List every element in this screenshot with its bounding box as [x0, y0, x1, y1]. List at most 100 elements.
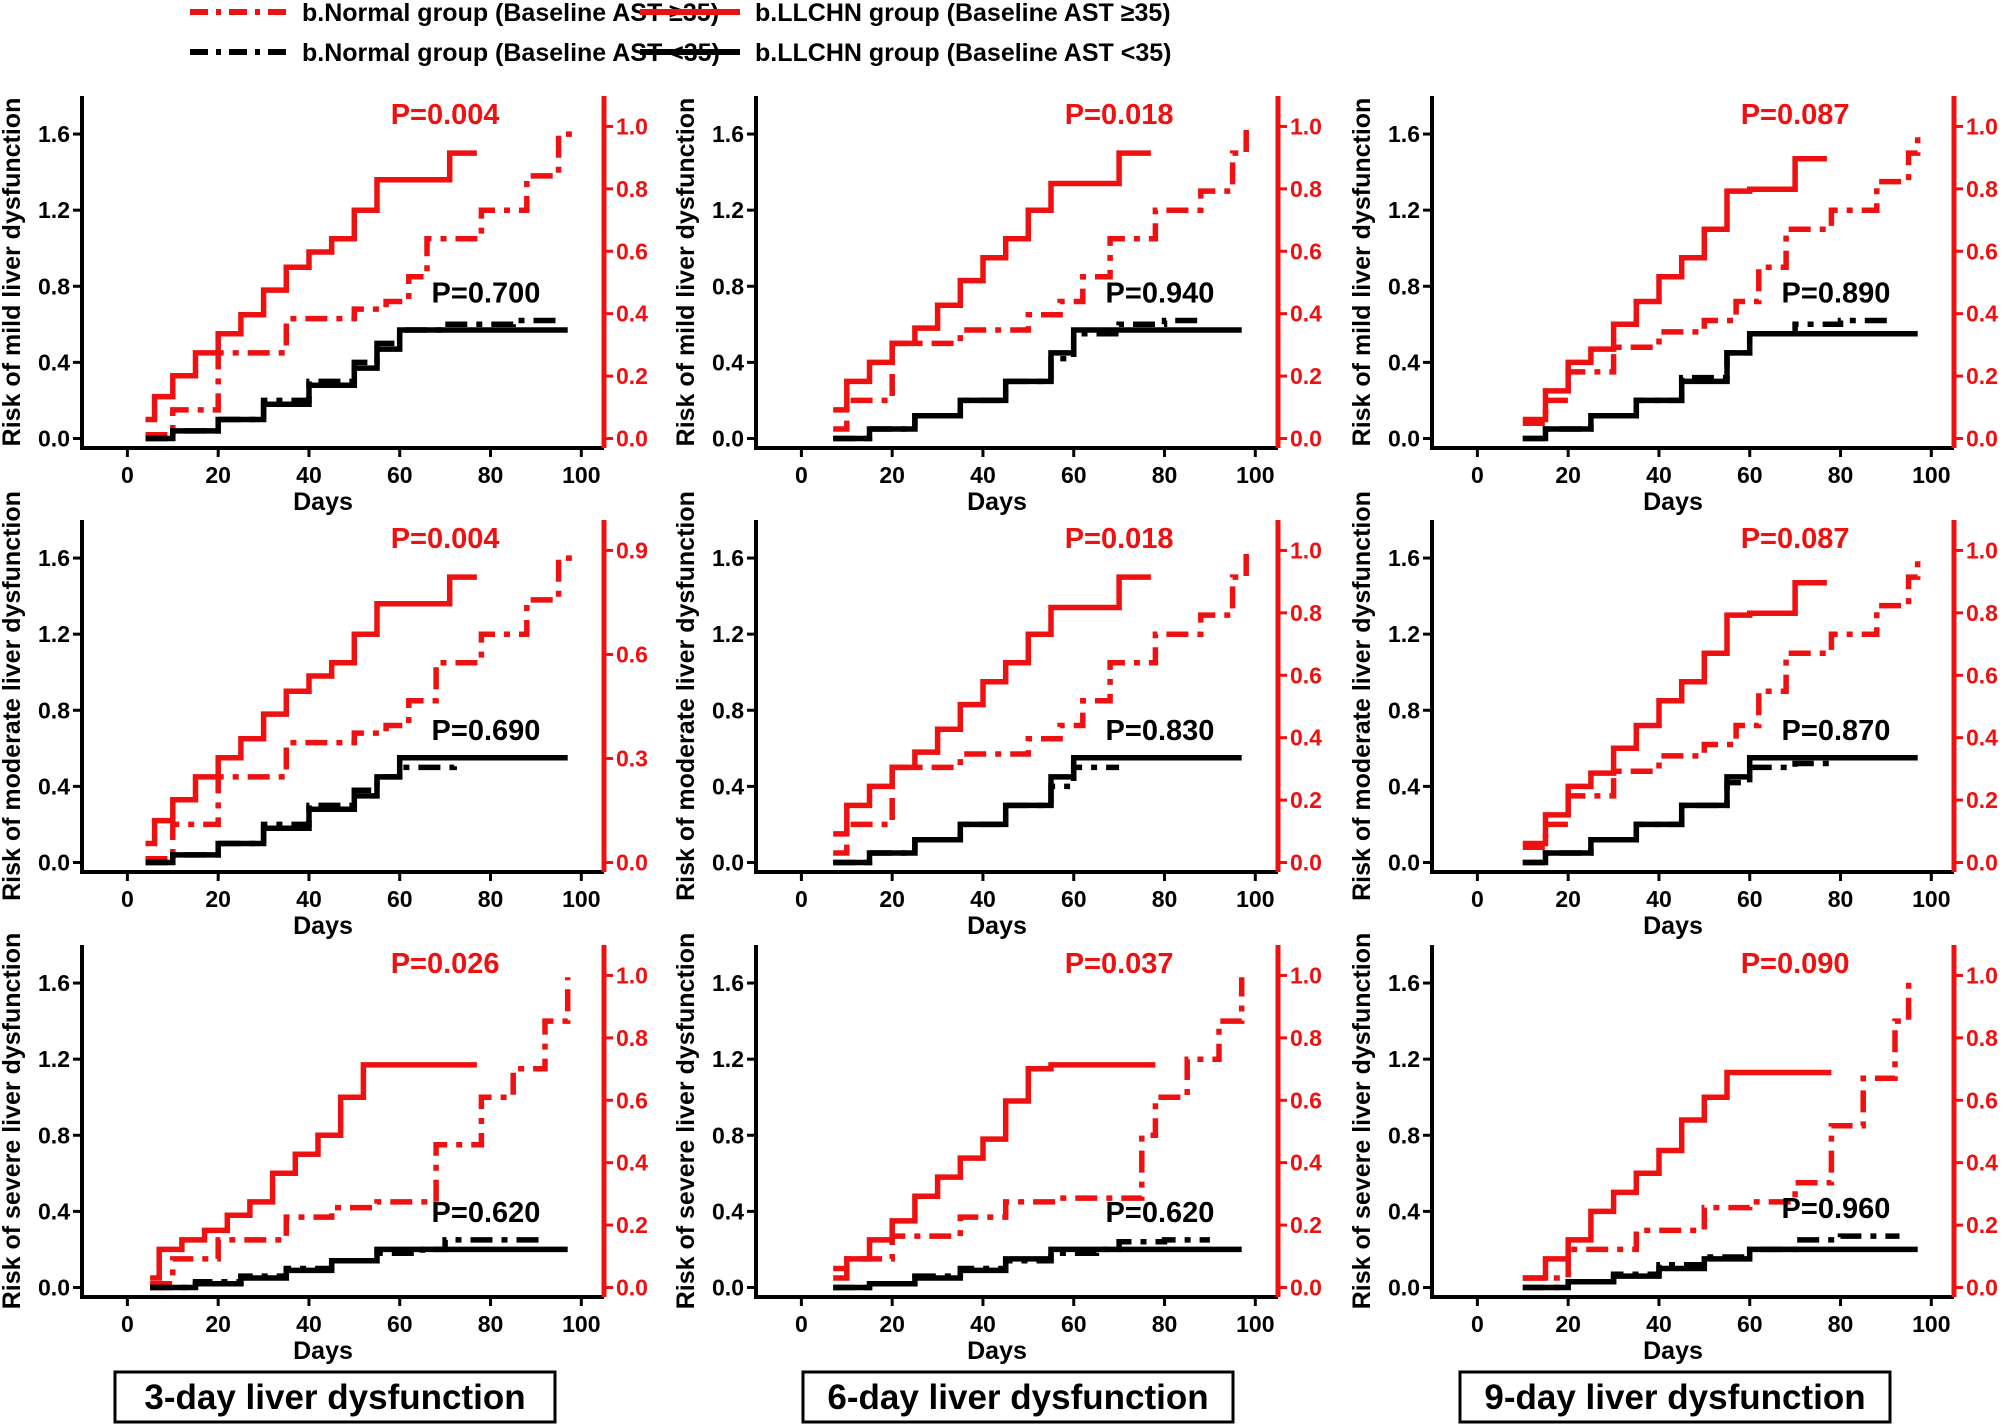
series-line: [833, 574, 1151, 837]
x-axis-title: Days: [967, 1337, 1027, 1365]
x-tick-label: 100: [562, 462, 600, 488]
p-value-high: P=0.037: [1065, 948, 1174, 980]
y2-tick-label: 0.2: [1290, 363, 1322, 389]
chart-panel: 0.0 0.4 0.8 1.2 1.6 0 20 40 60 80 100 0.0 0.2 0.4 0.6 0…: [1348, 96, 1998, 516]
x-tick-label: 100: [1236, 886, 1274, 912]
y-axis-title: Risk of moderate liver dysfunction: [1348, 491, 1376, 901]
x-tick-label: 40: [970, 1311, 996, 1337]
caption: 9-day liver dysfunction: [1458, 1370, 1892, 1424]
caption-box: [113, 1370, 557, 1424]
series-line: [833, 755, 1242, 866]
y2-tick-label: 1.0: [1966, 537, 1998, 563]
y2-tick-label: 0.4: [1966, 725, 1998, 751]
y-tick-label: 0.8: [38, 273, 70, 299]
y-tick-label: 1.2: [712, 197, 744, 223]
y2-tick-label: 0.0: [616, 1274, 648, 1300]
p-value-high: P=0.087: [1741, 99, 1850, 131]
y-tick-label: 0.8: [1388, 1122, 1420, 1148]
chart-panel: 0.0 0.4 0.8 1.2 1.6 0 20 40 60 80 100 0.0 0.2 0.4 0.6 0…: [672, 491, 1322, 940]
x-tick-label: 80: [1152, 462, 1178, 488]
y2-tick-label: 0.2: [1966, 1212, 1998, 1238]
x-tick-label: 0: [1471, 462, 1484, 488]
p-value-high: P=0.004: [391, 523, 500, 555]
y-tick-label: 1.6: [712, 970, 744, 996]
y2-tick-label: 0.4: [1966, 301, 1998, 327]
y2-tick-label: 0.2: [616, 1212, 648, 1238]
x-tick-label: 40: [1646, 886, 1672, 912]
y2-tick-label: 1.0: [1966, 962, 1998, 988]
series-line: [833, 1246, 1242, 1291]
y2-tick-label: 0.8: [616, 176, 648, 202]
p-value-low: P=0.830: [1106, 715, 1215, 747]
y-tick-label: 0.4: [712, 349, 744, 375]
chart-panel: 0.0 0.4 0.8 1.2 1.6 0 20 40 60 80 100 0.0 0.2 0.4 0.6 0…: [1348, 933, 1998, 1365]
y2-tick-label: 1.0: [1290, 537, 1322, 563]
caption-text: 3-day liver dysfunction: [144, 1378, 525, 1417]
p-value-high: P=0.018: [1065, 99, 1174, 131]
y2-tick-label: 1.0: [1290, 962, 1322, 988]
y2-tick-label: 0.8: [1290, 1025, 1322, 1051]
y-tick-label: 0.4: [38, 773, 70, 799]
y2-tick-label: 0.6: [616, 1087, 648, 1113]
y-tick-label: 0.4: [38, 1198, 70, 1224]
p-value-high: P=0.090: [1741, 948, 1850, 980]
x-tick-label: 60: [1737, 1311, 1763, 1337]
chart-panel: 0.0 0.4 0.8 1.2 1.6 0 20 40 60 80 100 0.0 0.2 0.4 0.6 0…: [0, 933, 648, 1365]
x-tick-label: 0: [795, 886, 808, 912]
y-axis-title: Risk of moderate liver dysfunction: [672, 491, 700, 901]
x-tick-label: 100: [1236, 462, 1274, 488]
y2-tick-label: 0.4: [616, 301, 648, 327]
y-tick-label: 0.8: [38, 1122, 70, 1148]
y-tick-label: 0.0: [712, 1274, 744, 1300]
y-tick-label: 1.2: [38, 1046, 70, 1072]
y2-tick-label: 0.4: [1966, 1150, 1998, 1176]
x-tick-label: 60: [1061, 1311, 1087, 1337]
x-tick-label: 20: [205, 886, 231, 912]
y-tick-label: 0.8: [712, 273, 744, 299]
x-axis-title: Days: [967, 912, 1027, 940]
y2-tick-label: 1.0: [1966, 113, 1998, 139]
y2-tick-label: 1.0: [616, 113, 648, 139]
y-tick-label: 1.2: [38, 197, 70, 223]
x-tick-label: 20: [1555, 462, 1581, 488]
y-tick-label: 0.0: [712, 425, 744, 451]
x-tick-label: 20: [205, 1311, 231, 1337]
caption-text: 9-day liver dysfunction: [1484, 1378, 1865, 1417]
y-tick-label: 1.2: [1388, 197, 1420, 223]
x-tick-label: 20: [1555, 886, 1581, 912]
y-tick-label: 1.6: [712, 121, 744, 147]
x-tick-label: 80: [1828, 462, 1854, 488]
x-tick-label: 100: [562, 1311, 600, 1337]
x-tick-label: 40: [970, 462, 996, 488]
series-line: [150, 1062, 477, 1281]
x-tick-label: 60: [1737, 462, 1763, 488]
y2-tick-label: 0.8: [1966, 176, 1998, 202]
chart-panel: 0.0 0.4 0.8 1.2 1.6 0 20 40 60 80 100 0.0 0.2 0.4 0.6 0…: [1348, 491, 1998, 940]
series-line: [1522, 755, 1918, 866]
x-tick-label: 0: [121, 462, 134, 488]
y-tick-label: 1.2: [712, 1046, 744, 1072]
legend-label: b.LLCHN group (Baseline AST ≥35): [755, 0, 1171, 27]
caption: 6-day liver dysfunction: [801, 1370, 1235, 1424]
y2-tick-label: 0.4: [616, 1150, 648, 1176]
y-tick-label: 0.4: [1388, 349, 1420, 375]
series-line: [833, 764, 1120, 866]
series-line: [833, 977, 1245, 1281]
y-tick-label: 1.6: [38, 545, 70, 571]
series-line: [145, 327, 568, 442]
series-line: [145, 574, 477, 847]
x-tick-label: 40: [296, 886, 322, 912]
x-tick-label: 60: [387, 462, 413, 488]
series-line: [1522, 1233, 1900, 1291]
y-axis-title: Risk of severe liver dysfunction: [672, 933, 700, 1310]
x-tick-label: 20: [1555, 1311, 1581, 1337]
chart-panel: 0.0 0.4 0.8 1.2 1.6 0 20 40 60 80 100 0.0 0.2 0.4 0.6 0…: [672, 96, 1322, 516]
series-line: [1522, 156, 1827, 423]
chart-panel: 0.0 0.4 0.8 1.2 1.6 0 20 40 60 80 100 0.0 0.3 0.6 0.9 D…: [0, 491, 648, 940]
x-tick-label: 80: [478, 1311, 504, 1337]
y-tick-label: 1.6: [38, 970, 70, 996]
x-tick-label: 0: [795, 1311, 808, 1337]
y-tick-label: 1.2: [38, 621, 70, 647]
series-line: [145, 126, 575, 438]
p-value-low: P=0.690: [432, 715, 541, 747]
